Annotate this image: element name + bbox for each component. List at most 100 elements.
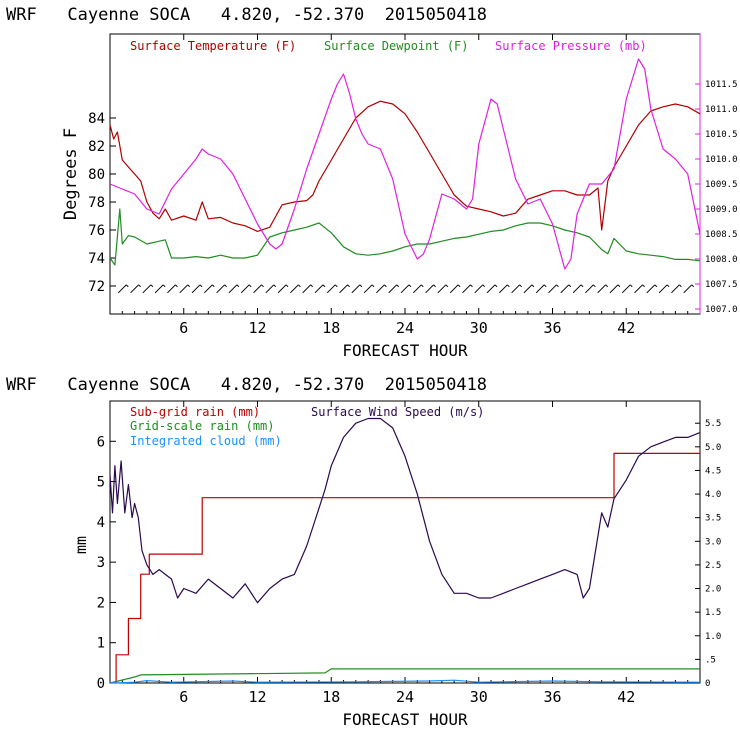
panel2-series <box>109 417 701 684</box>
wind-barb-flag <box>273 284 277 288</box>
p2-y2-tick-label: 3.0 <box>705 537 721 547</box>
p2-series-sub-grid-rain-mm-line <box>110 452 700 684</box>
wind-barb <box>314 284 324 294</box>
wind-barb <box>265 284 275 294</box>
wind-barb <box>511 284 520 294</box>
legend-gridscale-rain: Grid-scale rain (mm) <box>130 419 275 433</box>
wind-barb <box>572 284 582 294</box>
wind-barb-flag <box>199 284 203 288</box>
legend-temperature: Surface Temperature (F) <box>130 39 296 53</box>
wind-barb-flag <box>482 284 486 288</box>
wind-barb-flag <box>679 284 682 288</box>
wind-barb <box>400 284 410 294</box>
wind-barb-flag <box>408 284 412 288</box>
wind-barb-flag <box>236 284 240 288</box>
p1-x-tick-label: 30 <box>470 319 488 337</box>
wind-barb <box>634 284 643 294</box>
wind-barb-flag <box>162 284 166 288</box>
wind-barb <box>351 284 361 294</box>
panel2-x-label: FORECAST HOUR <box>342 710 468 729</box>
wind-barb-flag <box>396 284 400 288</box>
wind-barb <box>597 284 607 294</box>
p1-y-tick-label: 84 <box>88 111 105 127</box>
p1-y2-tick-label: 1009.5 <box>705 180 738 190</box>
wind-barb <box>412 284 422 294</box>
panel1-y-ticks: 72 74 76 78 80 82 84 <box>88 111 116 295</box>
wind-barb-flag <box>359 284 363 288</box>
p2-series-surface-wind-speed-m-s-line <box>109 417 701 604</box>
p2-y2-tick-label: 4.0 <box>705 490 721 500</box>
wind-barb-flag <box>150 284 154 288</box>
p2-x-tick-label: 36 <box>543 688 561 706</box>
p2-y2-tick-label: 0 <box>705 679 710 689</box>
wind-barb-flag <box>322 284 326 288</box>
p1-series-surface-pressure-mb-line <box>109 58 701 270</box>
wind-barb-flag <box>543 284 547 288</box>
wind-barb-flag <box>457 284 461 288</box>
panel1-y-label: Degrees F <box>61 128 81 220</box>
p2-series-integrated-cloud-mm-line <box>109 679 701 684</box>
wind-barb-flag <box>310 284 314 288</box>
p2-x-tick-label: 30 <box>470 688 488 706</box>
wind-barb <box>609 284 619 294</box>
wind-barb <box>277 284 287 294</box>
p1-y2-tick-label: 1008.5 <box>705 230 738 240</box>
wind-barb-flag <box>420 284 424 288</box>
panel1-x-label: FORECAST HOUR <box>342 341 468 360</box>
p1-x-tick-label: 36 <box>543 319 561 337</box>
p2-y2-tick-label: 1.5 <box>705 608 721 618</box>
wind-barb <box>658 284 668 294</box>
p1-y2-tick-label: 1010.0 <box>705 155 738 165</box>
p1-y2-tick-label: 1011.0 <box>705 105 738 115</box>
p2-y-tick-label: 1 <box>97 636 105 652</box>
panel2-y-ticks: 0 1 2 3 4 5 6 <box>97 434 116 692</box>
p2-y2-tick-label: 5.5 <box>705 419 721 429</box>
wind-barbs-row <box>117 284 695 294</box>
wind-barb-flag <box>224 284 227 288</box>
wind-barb-flag <box>187 284 191 288</box>
wind-barb-flag <box>248 284 252 288</box>
p2-series-grid-scale-rain-mm-line <box>109 668 700 684</box>
p1-x-tick-label: 12 <box>248 319 266 337</box>
panel2-title: WRF Cayenne SOCA 4.820, -52.370 20150504… <box>6 375 487 395</box>
wind-barb-flag <box>347 284 350 288</box>
wind-barb-flag <box>654 284 658 288</box>
wind-barb-flag <box>531 284 535 288</box>
p1-x-tick-label: 18 <box>322 319 340 337</box>
p1-series-surface-dewpoint-f-line <box>109 208 701 266</box>
wind-barb-flag <box>605 284 609 288</box>
wind-barb <box>363 284 373 294</box>
wind-barb-flag <box>384 284 387 288</box>
p2-x-tick-label: 12 <box>248 688 266 706</box>
p1-x-tick-label: 42 <box>617 319 635 337</box>
wind-barb-flag <box>261 284 264 288</box>
wind-barb <box>326 284 336 294</box>
p2-y2-tick-label: 2.5 <box>705 561 721 571</box>
p2-x-tick-label: 18 <box>322 688 340 706</box>
wind-barb-flag <box>691 284 695 288</box>
panel1-series <box>109 58 701 270</box>
wind-barb-flag <box>433 284 436 288</box>
wind-barb <box>290 284 299 294</box>
legend-integrated-cloud: Integrated cloud (mm) <box>130 434 282 448</box>
p1-y-tick-label: 82 <box>88 139 105 155</box>
legend-subgrid-rain: Sub-grid rain (mm) <box>130 405 260 419</box>
wind-barb-flag <box>211 284 215 288</box>
wind-barb <box>203 284 213 294</box>
wind-barb <box>449 284 459 294</box>
wind-barb-flag <box>334 284 338 288</box>
wind-barb <box>548 284 557 294</box>
wind-barb-flag <box>568 284 572 288</box>
wind-barb-flag <box>470 284 473 288</box>
p1-x-tick-label: 24 <box>396 319 414 337</box>
p2-y2-tick-label: 5.0 <box>705 443 721 453</box>
wind-barb-flag <box>580 284 584 288</box>
p2-y2-tick-label: 1.0 <box>705 632 721 642</box>
wind-barb <box>142 284 152 294</box>
p1-y-tick-label: 78 <box>88 195 105 211</box>
wind-barb <box>339 284 348 294</box>
wind-barb <box>167 284 176 294</box>
temperature-panel: Surface Temperature (F) Surface Dewpoint… <box>61 33 738 360</box>
wind-barb-flag <box>642 284 645 288</box>
